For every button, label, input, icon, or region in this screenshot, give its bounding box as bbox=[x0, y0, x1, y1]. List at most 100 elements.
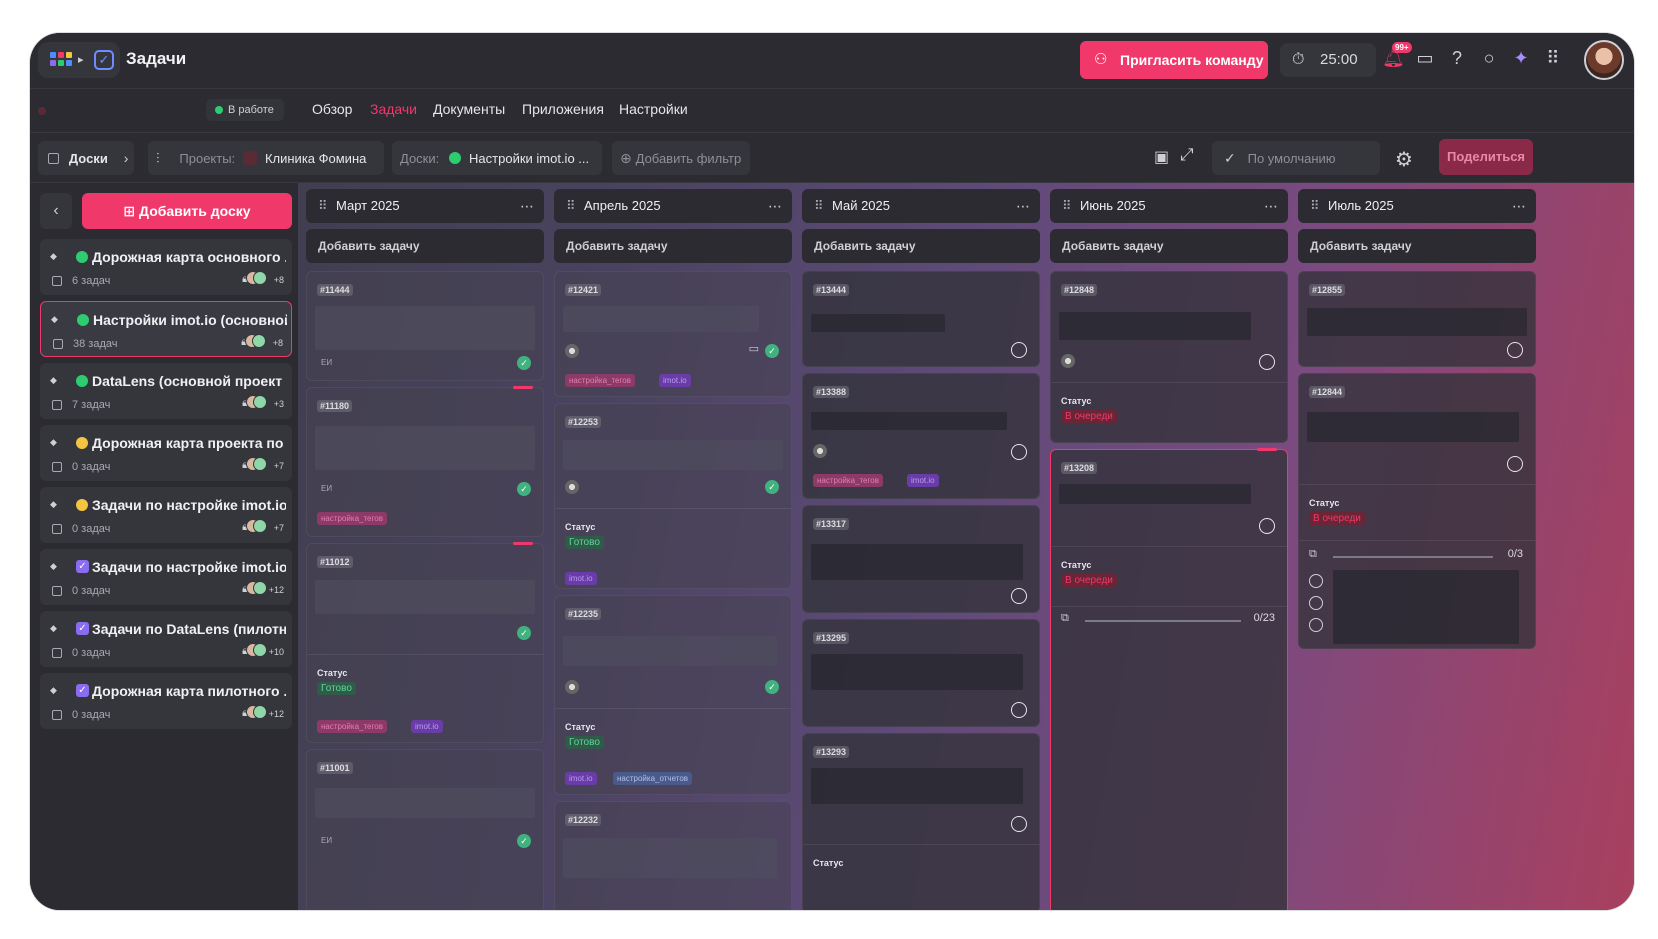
done-check-icon[interactable]: ✓ bbox=[517, 626, 531, 640]
subtask-circle[interactable] bbox=[1309, 574, 1323, 588]
add-task-button[interactable]: Добавить задачу bbox=[1050, 229, 1288, 263]
task-card[interactable]: #12253 ✓ Статус Готово imot.io bbox=[554, 403, 792, 589]
task-card[interactable]: #12421 ▭ ✓ настройка_тегов imot.io bbox=[554, 271, 792, 397]
sidebar-item-board[interactable]: ◆ Настройки imot.io (основной... 38 зада… bbox=[40, 301, 292, 357]
folder-icon[interactable]: ▭ bbox=[1416, 48, 1434, 68]
divider bbox=[1051, 382, 1287, 383]
boards-filter[interactable]: Доски: Настройки imot.io ... bbox=[392, 141, 602, 175]
projects-filter[interactable]: ⫶ Проекты: Клиника Фомина bbox=[148, 141, 384, 175]
more-icon[interactable]: ⋯ bbox=[1016, 198, 1030, 214]
task-id: #11180 bbox=[317, 400, 353, 412]
view-select[interactable]: ✓ По умолчанию bbox=[1212, 141, 1380, 175]
done-check-icon[interactable]: ✓ bbox=[517, 356, 531, 370]
task-card[interactable]: #13444 bbox=[802, 271, 1040, 367]
done-check-icon[interactable]: ✓ bbox=[517, 482, 531, 496]
column-header[interactable]: ⠿ Апрель 2025 ⋯ bbox=[554, 189, 792, 223]
ai-sparkle-icon[interactable]: ✦ bbox=[1513, 48, 1529, 68]
complete-circle[interactable] bbox=[1507, 342, 1523, 358]
add-filter-button[interactable]: ⊕ Добавить фильтр bbox=[612, 141, 750, 175]
app-switcher[interactable]: ▸ ✓ bbox=[38, 42, 120, 78]
complete-circle[interactable] bbox=[1011, 702, 1027, 718]
search-icon[interactable]: ○ bbox=[1483, 48, 1495, 68]
expand-icon[interactable]: ⤢ bbox=[1180, 145, 1194, 164]
board-type-icon: ◆ bbox=[50, 251, 57, 261]
sidebar-item-board[interactable]: ◆ Задачи по настройке imot.io ... 0 зада… bbox=[40, 487, 292, 543]
more-icon[interactable]: ⋯ bbox=[1512, 198, 1526, 214]
task-card[interactable]: #11444 ЕИ ✓ bbox=[306, 271, 544, 381]
complete-circle[interactable] bbox=[1507, 456, 1523, 472]
task-card[interactable]: #11180 ЕИ ✓ настройка_тегов bbox=[306, 386, 544, 537]
status-done-badge: Готово bbox=[565, 736, 604, 749]
column-header[interactable]: ⠿ Май 2025 ⋯ bbox=[802, 189, 1040, 223]
sidebar-item-board[interactable]: ◆ Дорожная карта основного ... 6 задач 🔒… bbox=[40, 239, 292, 295]
tab-settings[interactable]: Настройки bbox=[619, 101, 688, 117]
complete-circle[interactable] bbox=[1011, 342, 1027, 358]
done-check-icon[interactable]: ✓ bbox=[765, 480, 779, 494]
task-card[interactable]: #11001 ЕИ ✓ bbox=[306, 749, 544, 910]
save-icon[interactable]: ▣ bbox=[1154, 149, 1170, 166]
task-card[interactable]: #13317 bbox=[802, 505, 1040, 613]
avatar[interactable] bbox=[1584, 40, 1624, 80]
add-task-button[interactable]: Добавить задачу bbox=[554, 229, 792, 263]
task-card[interactable]: #13293 Статус bbox=[802, 733, 1040, 910]
gear-icon[interactable]: ⚙ bbox=[1395, 149, 1413, 171]
task-card[interactable]: #12848 Статус В очереди bbox=[1050, 271, 1288, 443]
tab-overview[interactable]: Обзор bbox=[312, 101, 353, 117]
sidebar-item-board[interactable]: ◆ ✓ Задачи по настройке imot.io ... 0 за… bbox=[40, 549, 292, 605]
filter-toolbar: Доски › ⫶ Проекты: Клиника Фомина Доски:… bbox=[30, 133, 1634, 183]
complete-circle[interactable] bbox=[1011, 588, 1027, 604]
comment-icon[interactable]: ▭ bbox=[748, 343, 759, 355]
task-card[interactable]: #13208 Статус В очереди ⧉ 0/23 bbox=[1050, 448, 1288, 910]
task-card[interactable]: #13388 настройка_тегов imot.io bbox=[802, 373, 1040, 499]
complete-circle[interactable] bbox=[1259, 354, 1275, 370]
complete-circle[interactable] bbox=[1011, 816, 1027, 832]
task-card[interactable]: #11012 ✓ Статус Готово настройка_тегов i… bbox=[306, 542, 544, 743]
task-title bbox=[811, 544, 1023, 580]
column-header[interactable]: ⠿ Июнь 2025 ⋯ bbox=[1050, 189, 1288, 223]
sidebar-item-board[interactable]: ◆ ✓ Задачи по DataLens (пилотн... 0 зада… bbox=[40, 611, 292, 667]
view-default-label: По умолчанию bbox=[1247, 151, 1336, 166]
add-task-button[interactable]: Добавить задачу bbox=[306, 229, 544, 263]
subtask-circle[interactable] bbox=[1309, 596, 1323, 610]
sidebar-item-board[interactable]: ◆ DataLens (основной проект ... 7 задач … bbox=[40, 363, 292, 419]
complete-circle[interactable] bbox=[1259, 518, 1275, 534]
share-button[interactable]: Поделиться bbox=[1439, 139, 1533, 175]
more-icon[interactable]: ⋯ bbox=[520, 198, 534, 214]
complete-circle[interactable] bbox=[1011, 444, 1027, 460]
help-icon[interactable]: ? bbox=[1451, 48, 1462, 68]
sidebar-item-label: Дорожная карта пилотного ... bbox=[92, 683, 286, 699]
assignee-avatar bbox=[565, 680, 579, 694]
more-icon[interactable]: ⋯ bbox=[1264, 198, 1278, 214]
invite-team-button[interactable]: ⚇ Пригласить команду bbox=[1080, 41, 1268, 79]
subtask-circle[interactable] bbox=[1309, 618, 1323, 632]
grid-icon[interactable]: ⠿ bbox=[1546, 48, 1560, 68]
add-task-button[interactable]: Добавить задачу bbox=[802, 229, 1040, 263]
task-card[interactable]: #12844 Статус В очереди ⧉ 0/3 bbox=[1298, 373, 1536, 649]
done-check-icon[interactable]: ✓ bbox=[765, 344, 779, 358]
add-board-button[interactable]: ⊞ Добавить доску bbox=[82, 193, 292, 229]
done-check-icon[interactable]: ✓ bbox=[765, 680, 779, 694]
add-task-button[interactable]: Добавить задачу bbox=[1298, 229, 1536, 263]
task-card[interactable]: #12855 bbox=[1298, 271, 1536, 367]
task-card[interactable]: #13295 bbox=[802, 619, 1040, 727]
sidebar-item-board[interactable]: ◆ ✓ Дорожная карта пилотного ... 0 задач… bbox=[40, 673, 292, 729]
collapse-sidebar-button[interactable]: ‹ bbox=[40, 193, 72, 229]
column-header[interactable]: ⠿ Март 2025 ⋯ bbox=[306, 189, 544, 223]
more-icon[interactable]: ⋯ bbox=[768, 198, 782, 214]
tab-tasks[interactable]: Задачи bbox=[370, 101, 418, 117]
members-more-count: +7 bbox=[273, 461, 284, 471]
task-card[interactable]: #12232 bbox=[554, 801, 792, 910]
done-check-icon[interactable]: ✓ bbox=[517, 834, 531, 848]
tab-apps[interactable]: Приложения bbox=[522, 101, 604, 117]
tab-documents[interactable]: Документы bbox=[433, 101, 506, 117]
sidebar-item-board[interactable]: ◆ Дорожная карта проекта по ... 0 задач … bbox=[40, 425, 292, 481]
status-badge[interactable]: В работе bbox=[206, 99, 284, 121]
timer-widget[interactable]: ⏱ 25:00 bbox=[1280, 43, 1376, 77]
task-card[interactable]: #12235 ✓ Статус Готово imot.io настройка… bbox=[554, 595, 792, 795]
task-id: #12844 bbox=[1309, 386, 1346, 398]
boards-toggle[interactable]: Доски › bbox=[38, 141, 134, 175]
assignee-avatar bbox=[565, 480, 579, 494]
bell-icon[interactable]: 🔔︎ bbox=[1382, 48, 1405, 68]
members-more-count: +12 bbox=[268, 585, 284, 595]
column-header[interactable]: ⠿ Июль 2025 ⋯ bbox=[1298, 189, 1536, 223]
